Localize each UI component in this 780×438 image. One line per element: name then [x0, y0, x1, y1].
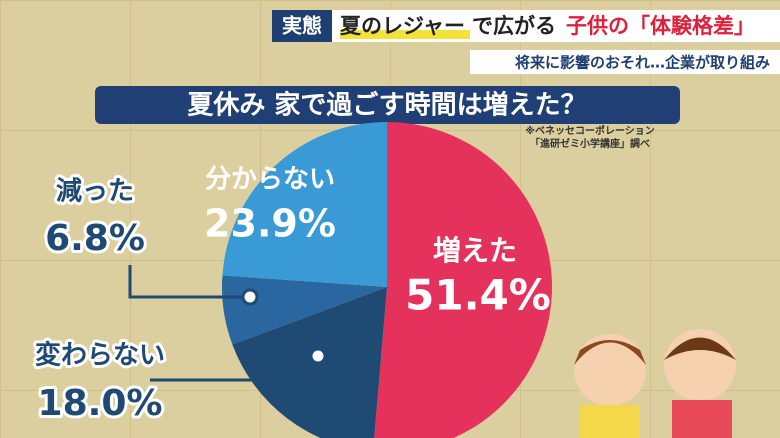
value-label: 6.8%: [45, 218, 145, 259]
subheadline: 将来に影響のおそれ…企業が取り組み: [515, 54, 770, 72]
slice: [374, 122, 552, 438]
headline-middle: で広がる: [472, 14, 556, 38]
value-label: 51.4%: [405, 271, 551, 320]
category-label: 分からない: [205, 165, 335, 195]
illustration: [574, 329, 736, 438]
labels: 増えた 51.4% 変わらない 18.0% 減った 6.8% 分からない 23.9%: [32, 165, 551, 428]
headline-emphasis: 子供の「体験格差」: [566, 14, 755, 38]
highlight: [340, 30, 470, 39]
leader-dot: [241, 288, 259, 306]
tag: 実態: [282, 14, 322, 38]
category-label: 増えた: [433, 234, 517, 267]
slice: [222, 121, 387, 287]
leader-line: [128, 265, 250, 299]
tag-box: [272, 10, 332, 42]
category-label: 減った: [56, 177, 134, 207]
value-label: 23.9%: [204, 202, 336, 246]
slice: [221, 275, 387, 345]
leader-dot: [309, 347, 327, 365]
subheadline-bar: [470, 50, 780, 74]
chart-title: 夏休み 家で過ごす時間は増えた？: [187, 90, 586, 121]
source: 「進研ゼミ小学講座」調べ: [530, 137, 650, 150]
category-label: 変わらない: [35, 340, 165, 371]
value-label: 18.0%: [38, 383, 163, 424]
title-bar: [95, 86, 680, 124]
pie: [221, 121, 552, 438]
headline-highlight: 夏のレジャー: [340, 14, 465, 38]
leader-line: [150, 354, 319, 382]
source: ※ベネッセコーポレーション: [525, 124, 655, 137]
